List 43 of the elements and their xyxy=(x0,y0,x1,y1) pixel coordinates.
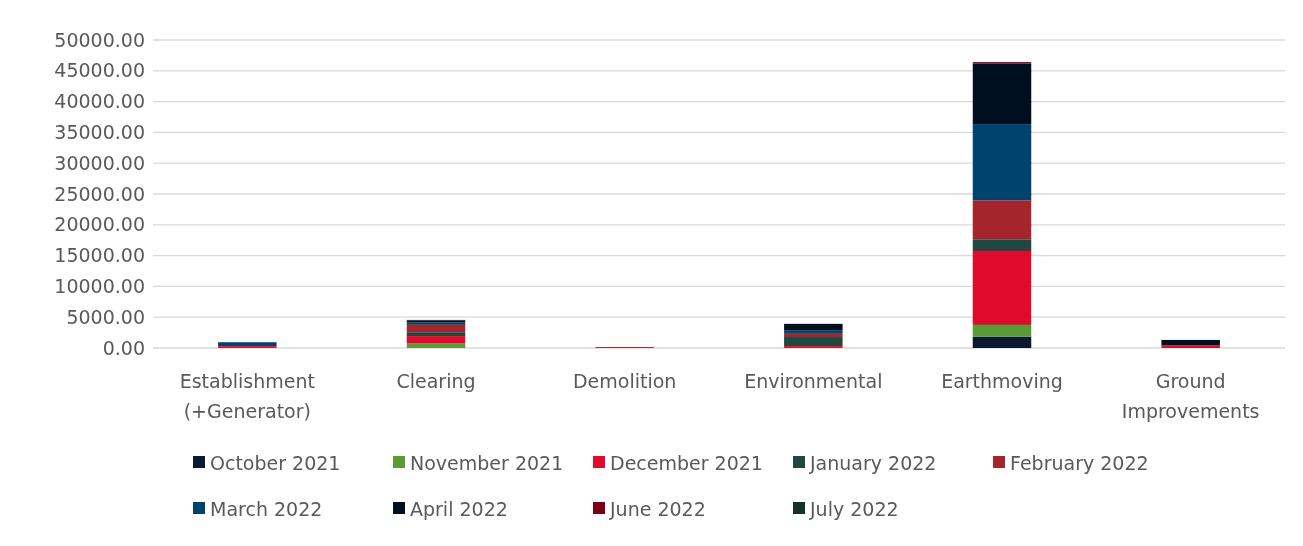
bar xyxy=(1161,345,1220,348)
bar xyxy=(406,332,466,337)
x-tick-label: Clearing xyxy=(396,370,476,392)
legend-label: November 2021 xyxy=(410,451,564,474)
legend-label: April 2022 xyxy=(410,497,508,520)
y-tick-label: 35000.00 xyxy=(54,121,145,144)
legend-label: February 2022 xyxy=(1010,451,1149,474)
bar xyxy=(784,333,843,338)
x-tick-label: Earthmoving xyxy=(941,370,1063,392)
bar xyxy=(972,324,1032,337)
y-tick-label: 10000.00 xyxy=(54,275,145,298)
bar xyxy=(218,342,277,347)
bar xyxy=(972,239,1032,251)
bar xyxy=(972,124,1032,201)
legend-label: December 2021 xyxy=(610,451,763,474)
legend-label: March 2022 xyxy=(210,497,323,520)
bar xyxy=(784,323,843,331)
x-tick-label: Ground Improvements xyxy=(1121,370,1260,422)
bar xyxy=(972,336,1032,348)
y-tick-label: 15000.00 xyxy=(54,244,145,267)
legend-label: June 2022 xyxy=(609,497,706,520)
y-tick-label: 30000.00 xyxy=(54,151,145,174)
x-tick-label: Demolition xyxy=(572,370,677,392)
y-tick-label: 0.00 xyxy=(102,336,145,359)
bar xyxy=(406,324,466,333)
bar xyxy=(972,200,1032,240)
y-tick-label: 50000.00 xyxy=(54,28,145,51)
bar xyxy=(972,63,1032,125)
bar xyxy=(1161,339,1220,346)
legend-label: October 2021 xyxy=(210,451,341,474)
y-tick-label: 5000.00 xyxy=(66,305,145,328)
y-tick-label: 40000.00 xyxy=(54,90,145,113)
bar xyxy=(784,337,843,347)
x-tick-label: Environmental xyxy=(744,370,883,392)
bar xyxy=(784,330,843,334)
bar xyxy=(972,250,1032,325)
legend-label: January 2022 xyxy=(809,451,937,474)
y-tick-label: 20000.00 xyxy=(54,213,145,236)
bar xyxy=(406,336,466,344)
legend-label: July 2022 xyxy=(809,497,899,520)
y-tick-label: 45000.00 xyxy=(54,59,145,82)
x-tick-label: Establishment (+Generator) xyxy=(179,370,315,422)
y-tick-label: 25000.00 xyxy=(54,182,145,205)
